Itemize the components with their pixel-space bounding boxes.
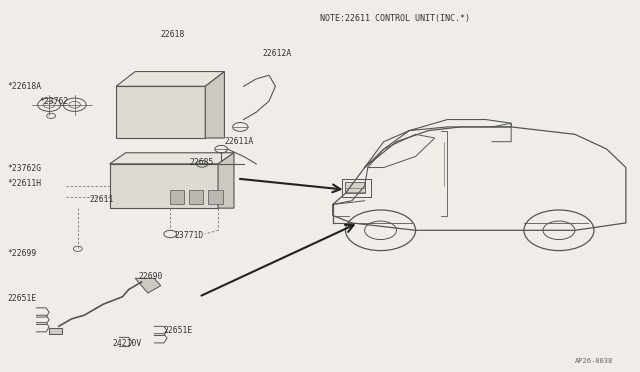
Polygon shape	[346, 182, 365, 193]
FancyBboxPatch shape	[170, 190, 184, 205]
Text: 24210V: 24210V	[113, 339, 142, 348]
Text: 22651E: 22651E	[8, 294, 37, 303]
Text: 22612A: 22612A	[262, 49, 292, 58]
Polygon shape	[205, 71, 225, 138]
Polygon shape	[116, 71, 225, 86]
Text: *23762G: *23762G	[8, 164, 42, 173]
Text: *22618A: *22618A	[8, 82, 42, 91]
FancyBboxPatch shape	[109, 164, 218, 208]
Text: 22690: 22690	[138, 272, 163, 281]
FancyBboxPatch shape	[209, 190, 223, 205]
Text: 22651E: 22651E	[164, 326, 193, 335]
FancyBboxPatch shape	[116, 86, 205, 138]
Text: AP26-0038: AP26-0038	[575, 358, 613, 365]
Text: *22611H: *22611H	[8, 179, 42, 187]
Text: 22611: 22611	[90, 195, 114, 204]
Text: 22611A: 22611A	[225, 137, 253, 146]
Text: NOTE:22611 CONTROL UNIT(INC.*): NOTE:22611 CONTROL UNIT(INC.*)	[320, 13, 470, 22]
Polygon shape	[109, 153, 234, 164]
Text: 23771D: 23771D	[175, 231, 204, 240]
Polygon shape	[135, 278, 161, 293]
FancyBboxPatch shape	[189, 190, 204, 205]
Polygon shape	[49, 328, 62, 334]
Text: *22699: *22699	[8, 250, 37, 259]
Text: *23762: *23762	[40, 97, 69, 106]
Polygon shape	[218, 153, 234, 208]
Text: 22618: 22618	[161, 30, 185, 39]
Text: 22685: 22685	[189, 157, 214, 167]
